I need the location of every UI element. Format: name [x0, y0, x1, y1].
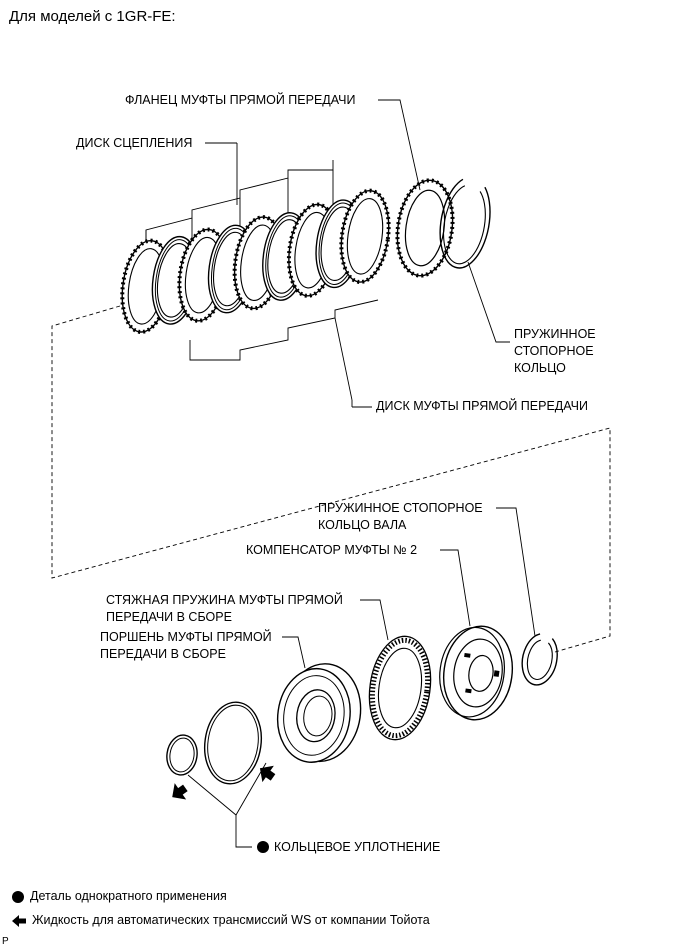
label-direct-clutch-plate: ДИСК МУФТЫ ПРЯМОЙ ПЕРЕДАЧИ — [376, 399, 588, 413]
clutch-pack — [114, 185, 397, 338]
page-heading: Для моделей с 1GR-FE: — [9, 8, 176, 25]
legend-non-reusable: Деталь однократного применения — [12, 888, 227, 905]
dashed-assembly-lines — [51, 305, 611, 653]
atf-arrow-icon — [172, 765, 276, 800]
clutch-plate-bracket — [189, 299, 379, 408]
piston-part — [276, 663, 362, 763]
label-o-ring: КОЛЬЦЕВОЕ УПЛОТНЕНИЕ — [274, 840, 441, 854]
legend-atf-text: Жидкость для автоматических трансмиссий … — [32, 913, 430, 927]
o-ring-small — [166, 734, 198, 776]
o-ring-large — [203, 701, 263, 785]
label-clutch-compensator: КОМПЕНСАТОР МУФТЫ № 2 — [246, 543, 418, 557]
corner-mark: P — [2, 936, 9, 947]
label-spring-retaining-ring: ПРУЖИННОЕ СТОПОРНОЕ КОЛЬЦО — [514, 327, 596, 375]
non-reusable-dot-icon — [257, 841, 269, 853]
label-piston: ПОРШЕНЬ МУФТЫ ПРЯМОЙ ПЕРЕДАЧИ В СБОРЕ — [100, 630, 272, 661]
label-clutch-disc: ДИСК СЦЕПЛЕНИЯ — [76, 136, 193, 150]
leaders-bottom — [187, 507, 536, 848]
shaft-snap-ring-part — [521, 633, 558, 686]
legend-atf: Жидкость для автоматических трансмиссий … — [12, 912, 430, 929]
legend-non-reusable-text: Деталь однократного применения — [30, 889, 227, 903]
return-spring-part — [368, 635, 432, 741]
label-direct-clutch-flange: ФЛАНЕЦ МУФТЫ ПРЯМОЙ ПЕРЕДАЧИ — [125, 93, 356, 107]
direct-clutch-flange-part — [395, 178, 455, 278]
snap-ring-part — [439, 178, 491, 269]
label-shaft-snap-ring: ПРУЖИННОЕ СТОПОРНОЕ КОЛЬЦО ВАЛА — [318, 501, 483, 532]
label-return-spring: СТЯЖНАЯ ПРУЖИНА МУФТЫ ПРЯМОЙ ПЕРЕДАЧИ В … — [106, 593, 343, 624]
non-reusable-icon — [12, 890, 24, 903]
leaders-top — [205, 99, 510, 408]
atf-legend-arrow-icon — [12, 914, 26, 927]
compensator-part — [439, 625, 513, 721]
